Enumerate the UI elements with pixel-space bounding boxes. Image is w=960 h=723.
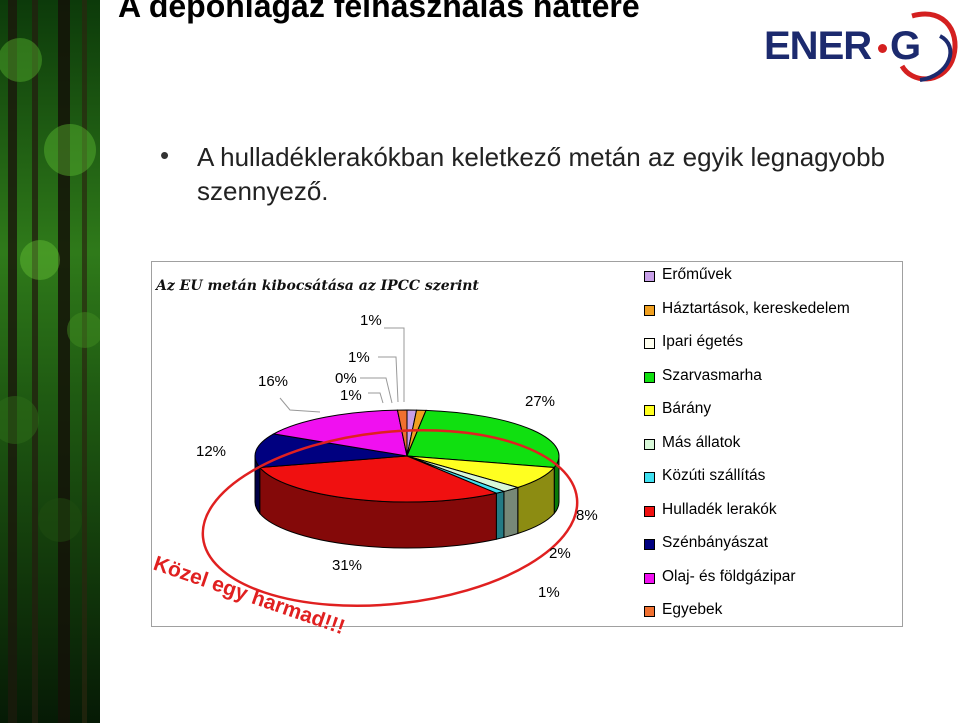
pie-label-5: 2% (549, 545, 571, 562)
leader-line-9 (279, 397, 321, 413)
legend-label-1: Háztartások, kereskedelem (662, 299, 850, 317)
pie-top (254, 409, 560, 503)
logo-text-left: ENER (764, 24, 872, 68)
pie-label-8: 12% (196, 443, 227, 460)
legend-label-5: Más állatok (662, 433, 741, 451)
legend-swatch-2 (644, 338, 655, 349)
legend-label-3: Szarvasmarha (662, 366, 762, 384)
legend-label-6: Közúti szállítás (662, 467, 766, 484)
legend-label-2: Ipari égetés (662, 333, 743, 350)
legend-swatch-3 (644, 371, 655, 383)
legend-label-4: Bárány (662, 400, 712, 417)
pie-slice-8 (254, 433, 408, 468)
legend-label-9: Olaj- és földgázipar (662, 567, 796, 585)
legend-label-0: Erőművek (662, 266, 732, 283)
pie-side-6 (495, 490, 505, 540)
pie-label-6: 1% (538, 584, 560, 601)
pie-label-1: 1% (348, 349, 370, 366)
legend-swatch-0 (644, 271, 655, 282)
legend-label-8: Szénbányászat (662, 534, 768, 551)
logo-dot (878, 44, 887, 53)
pie-slice-10 (396, 409, 408, 457)
highlight-ellipse (201, 428, 579, 608)
bullet-text: A hulladéklerakókban keletkező metán az … (197, 142, 886, 206)
pie-label-0: 1% (360, 312, 382, 329)
legend-label-7: Hulladék lerakók (662, 500, 777, 518)
legend-label-10: Egyebek (662, 601, 723, 618)
legend-swatch-4 (644, 405, 655, 416)
legend-swatch-1 (644, 304, 655, 316)
legend-swatch-6 (644, 472, 655, 483)
chart-title: Az EU metán kibocsátása az IPCC szerint (156, 278, 479, 294)
legend-swatch-7 (644, 505, 655, 517)
legend-swatch-9 (644, 572, 655, 584)
pie-label-3: 27% (525, 393, 556, 410)
pie-sides (254, 455, 560, 549)
pie-slice-3 (406, 409, 560, 468)
pie-side-5 (503, 486, 519, 539)
bullet-point: • (160, 140, 170, 170)
pie-label-10: 1% (340, 387, 362, 404)
leader-line-10 (368, 392, 384, 404)
pie-label-2: 0% (335, 370, 357, 387)
slide-title: A depóniagáz felhasználás háttere (118, 0, 640, 24)
leader-line-2 (360, 377, 393, 404)
legend-swatch-5 (644, 438, 655, 450)
logo-text-right: G (890, 24, 922, 68)
leader-line-0 (384, 327, 405, 402)
pie-slice-7 (258, 455, 498, 503)
legend-swatch-10 (644, 606, 655, 617)
pie-label-9: 16% (258, 373, 289, 390)
ener-g-logo: ENER G (762, 6, 960, 86)
pie-label-4: 8% (576, 507, 598, 524)
legend-swatch-8 (644, 539, 655, 550)
leader-line-1 (378, 356, 399, 403)
pie-label-7: 31% (332, 557, 363, 574)
forest-background (0, 0, 100, 723)
pie-slice-9 (272, 409, 408, 457)
